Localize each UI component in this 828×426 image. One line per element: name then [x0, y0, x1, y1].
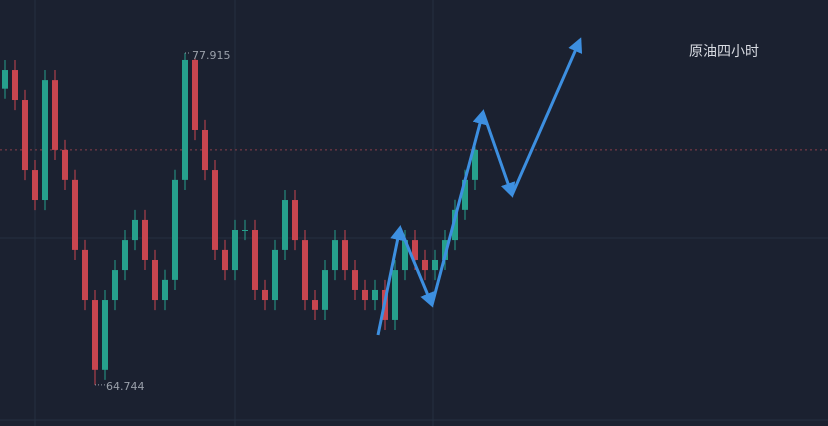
candle-body [312, 300, 318, 310]
arrow [376, 225, 405, 336]
min-label: 64.744 [106, 380, 145, 393]
candle-body [452, 209, 458, 241]
forecast-arrows [376, 37, 583, 336]
candle-body [432, 259, 438, 271]
candle-body [272, 249, 278, 301]
candle-body [372, 289, 378, 301]
candles: 77.915 64.744 [0, 49, 828, 393]
candle-body [12, 70, 18, 101]
candle-body [412, 240, 418, 260]
candle-body [292, 200, 298, 241]
candle-body [462, 179, 468, 210]
candle-body [92, 300, 98, 370]
candle-body [392, 270, 398, 320]
candle-body [132, 219, 138, 241]
candle-body [302, 240, 308, 301]
candle-body [32, 170, 38, 201]
candle-body [82, 249, 88, 301]
arrow [481, 111, 516, 198]
candle-body [362, 289, 368, 301]
candle-body [142, 219, 148, 260]
candle-body [252, 230, 258, 290]
candle-body [52, 80, 58, 150]
candle-body [232, 230, 238, 271]
arrow [398, 227, 435, 308]
candle-body [202, 129, 208, 171]
candle-body [182, 59, 188, 180]
candle-body [162, 279, 168, 301]
candle-body [62, 149, 68, 180]
candle-body [112, 270, 118, 301]
arrow [510, 37, 583, 196]
candle-body [282, 200, 288, 250]
candle-body [322, 270, 328, 310]
candle-body [42, 80, 48, 201]
candle-body [72, 179, 78, 250]
candle-body [342, 240, 348, 271]
candle-body [192, 59, 198, 130]
chart-title: 原油四小时 [689, 44, 759, 60]
candle-body [152, 259, 158, 301]
candle-body [102, 300, 108, 370]
candle-body [422, 259, 428, 271]
candle-body [472, 149, 478, 180]
candle-body [242, 230, 248, 232]
candle-body [212, 170, 218, 250]
candle-body [222, 249, 228, 271]
candle-body [402, 240, 408, 271]
candle-body [2, 70, 8, 89]
candle-body [22, 100, 28, 171]
candle-body [262, 289, 268, 301]
max-label: 77.915 [192, 49, 231, 62]
arrow [430, 109, 488, 306]
candle-body [172, 179, 178, 280]
candle-body [352, 270, 358, 290]
candle-body [332, 240, 338, 271]
candle-body [122, 240, 128, 271]
